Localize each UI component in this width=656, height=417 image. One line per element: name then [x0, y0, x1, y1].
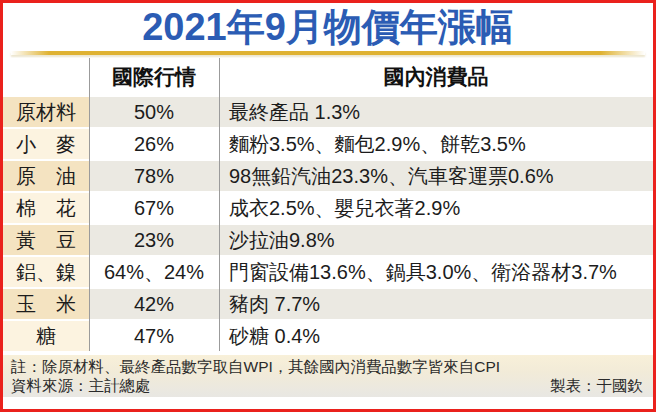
table-row: 棉 花 67% 成衣2.5%、嬰兒衣著2.9%	[3, 191, 653, 223]
header-international-col: 國際行情	[89, 58, 219, 95]
credit-text: 製表：于國欽	[550, 376, 643, 395]
domestic-value: 麵粉3.5%、麵包2.9%、餅乾3.5%	[219, 129, 653, 159]
title-row: 2021年9月物價年漲幅	[3, 3, 653, 51]
international-value: 26%	[89, 129, 219, 159]
table-row: 原材料 50% 最終產品 1.3%	[3, 95, 653, 127]
table-row: 原 油 78% 98無鉛汽油23.3%、汽車客運票0.6%	[3, 159, 653, 191]
international-value: 50%	[89, 97, 219, 127]
domestic-value: 門窗設備13.6%、鍋具3.0%、衛浴器材3.7%	[219, 257, 653, 287]
column-divider-1	[89, 58, 90, 351]
table-row: 玉 米 42% 豬肉 7.7%	[3, 287, 653, 319]
international-value: 64%、24%	[89, 257, 219, 287]
item-label: 糖	[3, 321, 89, 351]
table-row: 黃 豆 23% 沙拉油9.8%	[3, 223, 653, 255]
footnote-line2: 資料來源：主計總處 製表：于國欽	[11, 376, 643, 395]
item-label: 黃 豆	[3, 225, 89, 255]
page-title: 2021年9月物價年漲幅	[142, 8, 514, 46]
domestic-value: 豬肉 7.7%	[219, 289, 653, 319]
item-label: 原材料	[3, 97, 89, 127]
international-value: 23%	[89, 225, 219, 255]
header-item-col	[3, 58, 89, 95]
column-divider-2	[219, 58, 220, 351]
item-label: 小 麥	[3, 129, 89, 159]
item-label: 玉 米	[3, 289, 89, 319]
international-value: 78%	[89, 161, 219, 191]
price-table: 國際行情 國內消費品 原材料 50% 最終產品 1.3% 小 麥 26% 麵粉3…	[3, 58, 653, 351]
table-row: 糖 47% 砂糖 0.4%	[3, 319, 653, 351]
source-text: 資料來源：主計總處	[11, 376, 151, 395]
table-header-row: 國際行情 國內消費品	[3, 58, 653, 95]
domestic-value: 砂糖 0.4%	[219, 321, 653, 351]
table-row: 鋁、鎳 64%、24% 門窗設備13.6%、鍋具3.0%、衛浴器材3.7%	[3, 255, 653, 287]
gold-divider	[11, 51, 645, 55]
header-domestic-col: 國內消費品	[219, 58, 653, 95]
international-value: 42%	[89, 289, 219, 319]
international-value: 47%	[89, 321, 219, 351]
item-label: 原 油	[3, 161, 89, 191]
international-value: 67%	[89, 193, 219, 223]
item-label: 棉 花	[3, 193, 89, 223]
footnote: 註：除原材料、最終產品數字取自WPI，其餘國內消費品數字皆來自CPI 資料來源：…	[3, 355, 653, 397]
domestic-value: 98無鉛汽油23.3%、汽車客運票0.6%	[219, 161, 653, 191]
domestic-value: 最終產品 1.3%	[219, 97, 653, 127]
table-row: 小 麥 26% 麵粉3.5%、麵包2.9%、餅乾3.5%	[3, 127, 653, 159]
item-label: 鋁、鎳	[3, 257, 89, 287]
domestic-value: 成衣2.5%、嬰兒衣著2.9%	[219, 193, 653, 223]
table-body: 原材料 50% 最終產品 1.3% 小 麥 26% 麵粉3.5%、麵包2.9%、…	[3, 95, 653, 351]
note-text: 註：除原材料、最終產品數字取自WPI，其餘國內消費品數字皆來自CPI	[11, 357, 643, 376]
domestic-value: 沙拉油9.8%	[219, 225, 653, 255]
infographic-frame: 2021年9月物價年漲幅 國際行情 國內消費品 原材料 50% 最終產品 1.3…	[0, 0, 656, 412]
